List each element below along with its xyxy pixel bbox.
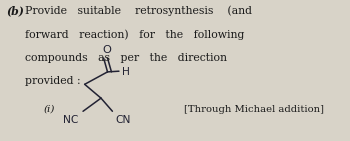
Text: (i): (i): [44, 105, 55, 114]
Text: H: H: [122, 67, 130, 77]
Text: CN: CN: [116, 115, 131, 125]
Text: NC: NC: [63, 115, 78, 125]
Text: forward   reaction)   for   the   following: forward reaction) for the following: [25, 29, 244, 40]
Text: Provide   suitable    retrosynthesis    (and: Provide suitable retrosynthesis (and: [25, 5, 252, 16]
Text: (b): (b): [6, 5, 24, 16]
Text: provided :: provided :: [25, 76, 81, 86]
Text: O: O: [103, 45, 112, 55]
Text: [Through Michael addition]: [Through Michael addition]: [184, 105, 324, 114]
Text: compounds   as   per   the   direction: compounds as per the direction: [25, 53, 227, 62]
